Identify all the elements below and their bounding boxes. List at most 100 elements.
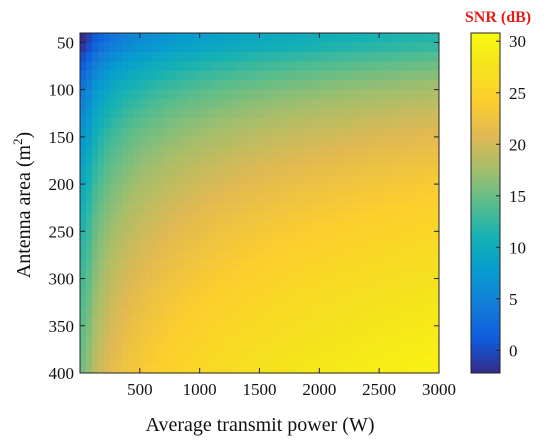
heatmap-cell: [427, 118, 434, 129]
heatmap-cell: [157, 184, 165, 195]
heatmap-cell: [295, 89, 302, 100]
heatmap-cell: [85, 269, 93, 280]
heatmap-cell: [103, 240, 111, 251]
heatmap-cell: [277, 51, 285, 62]
heatmap-cell: [271, 155, 279, 166]
y-tick-label: 300: [49, 270, 75, 289]
heatmap-cell: [259, 70, 267, 81]
heatmap-cell: [115, 33, 123, 44]
heatmap-cell: [415, 288, 422, 299]
heatmap-cell: [193, 193, 201, 204]
colorbar-tick-label: 0: [509, 341, 518, 360]
heatmap-cell: [169, 89, 177, 100]
heatmap-cell: [379, 363, 386, 373]
heatmap-cell: [373, 80, 380, 91]
heatmap-cell: [385, 193, 392, 204]
heatmap-cell: [121, 278, 129, 289]
heatmap-cell: [319, 108, 326, 119]
heatmap-cell: [277, 42, 285, 53]
heatmap-cell: [199, 203, 207, 214]
heatmap-cell: [361, 108, 368, 119]
heatmap-cell: [271, 184, 279, 195]
heatmap-cell: [211, 221, 219, 232]
heatmap-cell: [187, 165, 195, 176]
heatmap-cell: [193, 212, 201, 223]
heatmap-cell: [403, 354, 410, 365]
heatmap-cell: [127, 344, 135, 355]
heatmap-cell: [193, 316, 201, 327]
heatmap-cell: [145, 193, 153, 204]
heatmap-cell: [349, 231, 356, 242]
heatmap-cell: [421, 108, 428, 119]
heatmap-cell: [403, 240, 410, 251]
heatmap-cell: [91, 51, 99, 62]
heatmap-cell: [229, 108, 237, 119]
heatmap-cell: [163, 89, 171, 100]
heatmap-cell: [229, 240, 237, 251]
heatmap-cell: [133, 61, 141, 72]
heatmap-cell: [277, 325, 285, 336]
heatmap-cell: [409, 288, 416, 299]
heatmap-cell: [205, 212, 213, 223]
heatmap-cell: [343, 325, 350, 336]
heatmap-cell: [331, 165, 338, 176]
heatmap-cell: [409, 70, 416, 81]
heatmap-cell: [361, 240, 368, 251]
heatmap-cell: [391, 155, 398, 166]
heatmap-cell: [361, 42, 368, 53]
heatmap-cell: [163, 231, 171, 242]
heatmap-cell: [277, 184, 285, 195]
heatmap-cell: [80, 146, 87, 157]
heatmap-cell: [223, 269, 231, 280]
heatmap-cell: [187, 118, 195, 129]
heatmap-cell: [229, 344, 237, 355]
heatmap-cell: [391, 61, 398, 72]
heatmap-cell: [145, 33, 153, 44]
heatmap-cell: [331, 363, 338, 373]
heatmap-cell: [247, 259, 255, 270]
heatmap-cell: [283, 325, 291, 336]
heatmap-cell: [385, 212, 392, 223]
heatmap-cell: [421, 42, 428, 53]
heatmap-cell: [217, 33, 225, 44]
heatmap-cell: [385, 184, 392, 195]
heatmap-cell: [385, 51, 392, 62]
heatmap-cell: [427, 354, 434, 365]
heatmap-cell: [199, 118, 207, 129]
heatmap-cell: [259, 33, 267, 44]
heatmap-cell: [367, 174, 374, 185]
heatmap-cell: [80, 61, 87, 72]
heatmap-cell: [343, 136, 350, 147]
heatmap-cell: [337, 193, 344, 204]
heatmap-cell: [391, 70, 398, 81]
heatmap-cell: [361, 174, 368, 185]
heatmap-cell: [397, 231, 404, 242]
heatmap-cell: [187, 127, 195, 138]
heatmap-cell: [265, 325, 273, 336]
heatmap-cell: [343, 288, 350, 299]
heatmap-cell: [415, 269, 422, 280]
heatmap-cell: [217, 127, 225, 138]
heatmap-cell: [91, 297, 99, 308]
heatmap-cell: [373, 212, 380, 223]
heatmap-cell: [421, 99, 428, 110]
heatmap-cell: [217, 325, 225, 336]
heatmap-cell: [295, 61, 302, 72]
heatmap-cell: [223, 325, 231, 336]
heatmap-cell: [379, 203, 386, 214]
heatmap-cell: [409, 61, 416, 72]
heatmap-cell: [133, 146, 141, 157]
heatmap-cell: [331, 99, 338, 110]
colorbar-tick-label: 25: [509, 84, 526, 103]
heatmap-cell: [433, 288, 439, 299]
heatmap-cell: [379, 259, 386, 270]
heatmap-cell: [301, 42, 308, 53]
heatmap-cell: [133, 231, 141, 242]
heatmap-cell: [121, 127, 129, 138]
heatmap-cell: [397, 136, 404, 147]
heatmap-cell: [157, 165, 165, 176]
heatmap-cell: [80, 165, 87, 176]
heatmap-cell: [175, 203, 183, 214]
heatmap-cell: [283, 354, 291, 365]
heatmap-cell: [133, 193, 141, 204]
